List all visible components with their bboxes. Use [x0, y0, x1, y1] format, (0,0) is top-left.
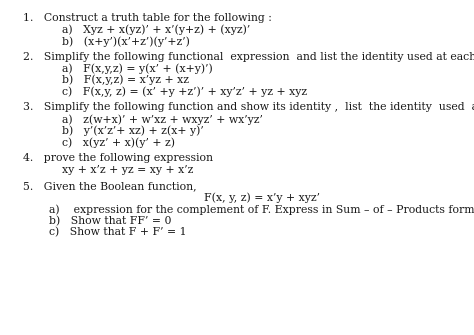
Text: F(x, y, z) = x’y + xyz’: F(x, y, z) = x’y + xyz’ — [204, 193, 320, 203]
Text: 2.   Simplify the following functional  expression  and list the identity used a: 2. Simplify the following functional exp… — [23, 52, 474, 62]
Text: 3.   Simplify the following function and show its identity ,  list  the identity: 3. Simplify the following function and s… — [23, 103, 474, 113]
Text: a)    expression for the complement of F. Express in Sum – of – Products form.: a) expression for the complement of F. E… — [48, 204, 474, 215]
Text: c)   Show that F + F’ = 1: c) Show that F + F’ = 1 — [48, 227, 186, 238]
Text: a)   Xyz + x(yz)’ + x’(y+z) + (xyz)’: a) Xyz + x(yz)’ + x’(y+z) + (xyz)’ — [63, 25, 251, 35]
Text: b)   (x+y’)(x’+z’)(y’+z’): b) (x+y’)(x’+z’)(y’+z’) — [63, 36, 190, 47]
Text: a)   F(x,y,z) = y(x’ + (x+y)’): a) F(x,y,z) = y(x’ + (x+y)’) — [63, 63, 213, 74]
Text: c)   F(x,y, z) = (x’ +y +z’)’ + xy’z’ + yz + xyz: c) F(x,y, z) = (x’ +y +z’)’ + xy’z’ + yz… — [63, 86, 308, 97]
Text: b)   y’(x’z’+ xz) + z(x+ y)’: b) y’(x’z’+ xz) + z(x+ y)’ — [63, 126, 204, 136]
Text: 5.   Given the Boolean function,: 5. Given the Boolean function, — [23, 181, 197, 191]
Text: 1.   Construct a truth table for the following :: 1. Construct a truth table for the follo… — [23, 13, 272, 23]
Text: a)   z(w+x)’ + w’xz + wxyz’ + wx’yz’: a) z(w+x)’ + w’xz + wxyz’ + wx’yz’ — [63, 114, 263, 125]
Text: b)   F(x,y,z) = x’yz + xz: b) F(x,y,z) = x’yz + xz — [63, 75, 189, 85]
Text: b)   Show that FF’ = 0: b) Show that FF’ = 0 — [48, 216, 171, 226]
Text: 4.   prove the following expression: 4. prove the following expression — [23, 153, 213, 163]
Text: c)   x(yz’ + x)(y’ + z): c) x(yz’ + x)(y’ + z) — [63, 137, 175, 147]
Text: xy + x’z + yz = xy + x’z: xy + x’z + yz = xy + x’z — [63, 164, 194, 175]
